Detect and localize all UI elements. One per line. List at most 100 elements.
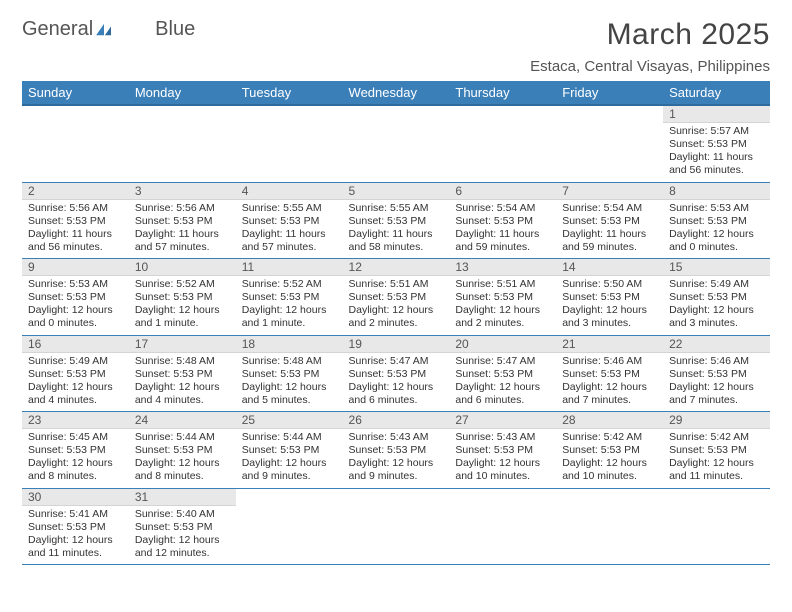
daylight-text: Daylight: 11 hours and 57 minutes. — [242, 228, 337, 254]
sunrise-text: Sunrise: 5:44 AM — [135, 431, 230, 444]
sunrise-text: Sunrise: 5:46 AM — [669, 355, 764, 368]
day-details: Sunrise: 5:44 AMSunset: 5:53 PMDaylight:… — [236, 429, 343, 488]
daylight-text: Daylight: 12 hours and 6 minutes. — [349, 381, 444, 407]
calendar-day-cell — [449, 105, 556, 182]
logo-text-2: Blue — [155, 18, 195, 41]
sunset-text: Sunset: 5:53 PM — [562, 368, 657, 381]
sunset-text: Sunset: 5:53 PM — [28, 368, 123, 381]
calendar-day-cell: 14Sunrise: 5:50 AMSunset: 5:53 PMDayligh… — [556, 259, 663, 336]
sunset-text: Sunset: 5:53 PM — [349, 368, 444, 381]
day-number: 29 — [663, 412, 770, 429]
calendar-day-cell — [236, 488, 343, 565]
day-details: Sunrise: 5:51 AMSunset: 5:53 PMDaylight:… — [449, 276, 556, 335]
day-number: 26 — [343, 412, 450, 429]
sunset-text: Sunset: 5:53 PM — [455, 291, 550, 304]
sunrise-text: Sunrise: 5:52 AM — [135, 278, 230, 291]
day-details: Sunrise: 5:43 AMSunset: 5:53 PMDaylight:… — [343, 429, 450, 488]
daylight-text: Daylight: 12 hours and 2 minutes. — [455, 304, 550, 330]
sunrise-text: Sunrise: 5:47 AM — [455, 355, 550, 368]
calendar-day-cell — [236, 105, 343, 182]
weekday-header-row: SundayMondayTuesdayWednesdayThursdayFrid… — [22, 81, 770, 105]
daylight-text: Daylight: 11 hours and 57 minutes. — [135, 228, 230, 254]
sunrise-text: Sunrise: 5:55 AM — [349, 202, 444, 215]
calendar-day-cell: 4Sunrise: 5:55 AMSunset: 5:53 PMDaylight… — [236, 182, 343, 259]
daylight-text: Daylight: 12 hours and 8 minutes. — [135, 457, 230, 483]
calendar-day-cell: 23Sunrise: 5:45 AMSunset: 5:53 PMDayligh… — [22, 412, 129, 489]
calendar-week-row: 1Sunrise: 5:57 AMSunset: 5:53 PMDaylight… — [22, 105, 770, 182]
sunset-text: Sunset: 5:53 PM — [669, 215, 764, 228]
day-details: Sunrise: 5:54 AMSunset: 5:53 PMDaylight:… — [449, 200, 556, 259]
day-details: Sunrise: 5:56 AMSunset: 5:53 PMDaylight:… — [22, 200, 129, 259]
calendar-day-cell: 15Sunrise: 5:49 AMSunset: 5:53 PMDayligh… — [663, 259, 770, 336]
day-number: 7 — [556, 183, 663, 200]
calendar-day-cell: 30Sunrise: 5:41 AMSunset: 5:53 PMDayligh… — [22, 488, 129, 565]
daylight-text: Daylight: 11 hours and 59 minutes. — [455, 228, 550, 254]
daylight-text: Daylight: 11 hours and 56 minutes. — [669, 151, 764, 177]
calendar-day-cell — [343, 105, 450, 182]
calendar-day-cell: 31Sunrise: 5:40 AMSunset: 5:53 PMDayligh… — [129, 488, 236, 565]
daylight-text: Daylight: 12 hours and 8 minutes. — [28, 457, 123, 483]
day-details: Sunrise: 5:47 AMSunset: 5:53 PMDaylight:… — [449, 353, 556, 412]
calendar-day-cell — [343, 488, 450, 565]
day-number: 24 — [129, 412, 236, 429]
sunrise-text: Sunrise: 5:53 AM — [669, 202, 764, 215]
daylight-text: Daylight: 12 hours and 0 minutes. — [28, 304, 123, 330]
weekday-header: Tuesday — [236, 81, 343, 105]
sunset-text: Sunset: 5:53 PM — [242, 368, 337, 381]
calendar-day-cell: 18Sunrise: 5:48 AMSunset: 5:53 PMDayligh… — [236, 335, 343, 412]
day-number: 11 — [236, 259, 343, 276]
sunset-text: Sunset: 5:53 PM — [28, 215, 123, 228]
day-details: Sunrise: 5:48 AMSunset: 5:53 PMDaylight:… — [129, 353, 236, 412]
calendar-day-cell — [556, 488, 663, 565]
calendar-day-cell: 16Sunrise: 5:49 AMSunset: 5:53 PMDayligh… — [22, 335, 129, 412]
sunset-text: Sunset: 5:53 PM — [242, 291, 337, 304]
calendar-day-cell: 26Sunrise: 5:43 AMSunset: 5:53 PMDayligh… — [343, 412, 450, 489]
sunrise-text: Sunrise: 5:48 AM — [242, 355, 337, 368]
daylight-text: Daylight: 12 hours and 12 minutes. — [135, 534, 230, 560]
calendar-day-cell: 10Sunrise: 5:52 AMSunset: 5:53 PMDayligh… — [129, 259, 236, 336]
calendar-day-cell — [449, 488, 556, 565]
sunset-text: Sunset: 5:53 PM — [135, 215, 230, 228]
day-number: 13 — [449, 259, 556, 276]
day-details: Sunrise: 5:53 AMSunset: 5:53 PMDaylight:… — [22, 276, 129, 335]
calendar-day-cell: 7Sunrise: 5:54 AMSunset: 5:53 PMDaylight… — [556, 182, 663, 259]
calendar-week-row: 9Sunrise: 5:53 AMSunset: 5:53 PMDaylight… — [22, 259, 770, 336]
sunrise-text: Sunrise: 5:56 AM — [28, 202, 123, 215]
daylight-text: Daylight: 12 hours and 1 minute. — [242, 304, 337, 330]
sunset-text: Sunset: 5:53 PM — [28, 444, 123, 457]
sunrise-text: Sunrise: 5:45 AM — [28, 431, 123, 444]
weekday-header: Sunday — [22, 81, 129, 105]
day-number: 3 — [129, 183, 236, 200]
logo-text-1: General — [22, 18, 93, 41]
day-details: Sunrise: 5:49 AMSunset: 5:53 PMDaylight:… — [663, 276, 770, 335]
day-number: 15 — [663, 259, 770, 276]
daylight-text: Daylight: 12 hours and 10 minutes. — [455, 457, 550, 483]
day-number: 14 — [556, 259, 663, 276]
daylight-text: Daylight: 12 hours and 5 minutes. — [242, 381, 337, 407]
sunrise-text: Sunrise: 5:43 AM — [349, 431, 444, 444]
daylight-text: Daylight: 12 hours and 11 minutes. — [28, 534, 123, 560]
sunset-text: Sunset: 5:53 PM — [242, 444, 337, 457]
sunset-text: Sunset: 5:53 PM — [669, 444, 764, 457]
day-number: 25 — [236, 412, 343, 429]
day-number: 30 — [22, 489, 129, 506]
calendar-day-cell: 20Sunrise: 5:47 AMSunset: 5:53 PMDayligh… — [449, 335, 556, 412]
day-details: Sunrise: 5:42 AMSunset: 5:53 PMDaylight:… — [663, 429, 770, 488]
sunset-text: Sunset: 5:53 PM — [28, 291, 123, 304]
day-details: Sunrise: 5:55 AMSunset: 5:53 PMDaylight:… — [236, 200, 343, 259]
day-details: Sunrise: 5:56 AMSunset: 5:53 PMDaylight:… — [129, 200, 236, 259]
sunset-text: Sunset: 5:53 PM — [669, 138, 764, 151]
weekday-header: Thursday — [449, 81, 556, 105]
daylight-text: Daylight: 11 hours and 56 minutes. — [28, 228, 123, 254]
daylight-text: Daylight: 12 hours and 4 minutes. — [28, 381, 123, 407]
daylight-text: Daylight: 12 hours and 7 minutes. — [562, 381, 657, 407]
calendar-week-row: 2Sunrise: 5:56 AMSunset: 5:53 PMDaylight… — [22, 182, 770, 259]
sunset-text: Sunset: 5:53 PM — [562, 444, 657, 457]
day-details: Sunrise: 5:57 AMSunset: 5:53 PMDaylight:… — [663, 123, 770, 182]
sunset-text: Sunset: 5:53 PM — [349, 215, 444, 228]
day-details: Sunrise: 5:48 AMSunset: 5:53 PMDaylight:… — [236, 353, 343, 412]
sunrise-text: Sunrise: 5:48 AM — [135, 355, 230, 368]
sunrise-text: Sunrise: 5:42 AM — [562, 431, 657, 444]
calendar-day-cell: 5Sunrise: 5:55 AMSunset: 5:53 PMDaylight… — [343, 182, 450, 259]
page-header: General Blue March 2025 Estaca, Central … — [22, 18, 770, 75]
